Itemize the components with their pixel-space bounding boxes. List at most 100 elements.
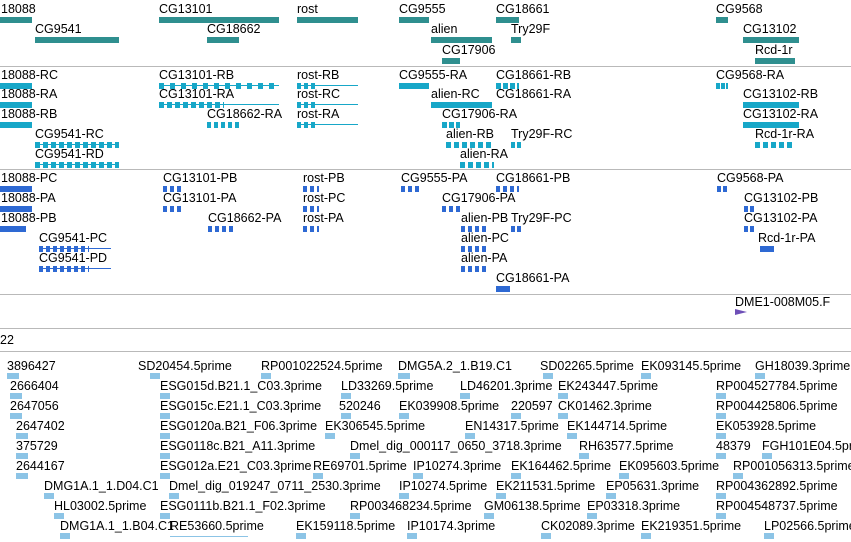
read-label[interactable]: RP004362892.5prime xyxy=(716,479,838,493)
read-feature[interactable] xyxy=(341,413,351,419)
protein-exons[interactable] xyxy=(461,246,486,252)
read-label[interactable]: ESG012a.E21_C03.3prime xyxy=(160,459,312,473)
transcript-label[interactable]: CG13102-RA xyxy=(743,107,819,121)
read-feature[interactable] xyxy=(541,533,551,539)
read-label[interactable]: EK095603.5prime xyxy=(619,459,720,473)
protein-exons[interactable] xyxy=(303,206,319,212)
read-label[interactable]: EK144714.5prime xyxy=(567,419,668,433)
transcript-label[interactable]: CG13101-RA xyxy=(159,87,235,101)
protein-exons[interactable] xyxy=(511,226,521,232)
protein-exons[interactable] xyxy=(717,186,727,192)
read-feature[interactable] xyxy=(169,493,179,499)
protein-label[interactable]: CG18661-PB xyxy=(496,171,571,185)
read-label[interactable]: Dmel_dig_019247_0711_2530.3prime xyxy=(169,479,381,493)
transcript-label[interactable]: CG9568-RA xyxy=(716,68,785,82)
read-label[interactable]: EK306545.5prime xyxy=(325,419,426,433)
read-feature[interactable] xyxy=(54,513,64,519)
read-feature[interactable] xyxy=(313,473,323,479)
read-feature[interactable] xyxy=(716,493,726,499)
read-feature[interactable] xyxy=(341,393,351,399)
transcript-label[interactable]: CG17906-RA xyxy=(442,107,518,121)
transcript-label[interactable]: 18088-RB xyxy=(1,107,58,121)
est-label[interactable]: DME1-008M05.F xyxy=(735,295,831,309)
read-feature[interactable] xyxy=(399,493,409,499)
protein-label[interactable]: alien-PC xyxy=(461,231,509,245)
read-label[interactable]: 520246 xyxy=(339,399,381,413)
protein-label[interactable]: CG13101-PB xyxy=(163,171,238,185)
read-feature[interactable] xyxy=(60,533,70,539)
read-feature[interactable] xyxy=(399,413,409,419)
read-label[interactable]: RP001022524.5prime xyxy=(261,359,383,373)
read-feature[interactable] xyxy=(150,373,160,379)
read-feature[interactable] xyxy=(7,373,19,379)
protein-exons[interactable] xyxy=(163,186,183,192)
read-feature[interactable] xyxy=(160,513,170,519)
protein-label[interactable]: CG9541-PD xyxy=(39,251,108,265)
transcript-track[interactable]: 18088-RC CG13101-RB rost-RB CG9555-RA CG… xyxy=(0,67,851,169)
read-label[interactable]: GM06138.5prime xyxy=(484,499,581,513)
read-feature[interactable] xyxy=(465,433,475,439)
protein-track[interactable]: 18088-PC CG13101-PB rost-PB CG9555-PA CG… xyxy=(0,170,851,294)
read-label[interactable]: RP004425806.5prime xyxy=(716,399,838,413)
read-feature[interactable] xyxy=(543,373,553,379)
gene-label[interactable]: CG13101 xyxy=(159,2,213,16)
read-label[interactable]: 2644167 xyxy=(16,459,65,473)
est-feature[interactable] xyxy=(735,309,747,315)
protein-feature[interactable] xyxy=(0,226,26,232)
gene-label[interactable]: CG18661 xyxy=(496,2,550,16)
protein-label[interactable]: rost-PA xyxy=(303,211,344,225)
transcript-label[interactable]: alien-RA xyxy=(460,147,508,161)
transcript-exons[interactable] xyxy=(297,122,317,128)
gene-label[interactable]: CG9541 xyxy=(35,22,82,36)
transcript-exons[interactable] xyxy=(716,83,728,89)
protein-label[interactable]: CG18661-PA xyxy=(496,271,570,285)
protein-label[interactable]: CG9541-PC xyxy=(39,231,108,245)
transcript-exons[interactable] xyxy=(159,102,224,108)
read-label[interactable]: Dmel_dig_000117_0650_3718.3prime xyxy=(350,439,562,453)
gene-feature[interactable] xyxy=(399,17,429,23)
transcript-label[interactable]: rost-RB xyxy=(297,68,340,82)
read-feature[interactable] xyxy=(10,393,22,399)
protein-exons[interactable] xyxy=(39,266,89,272)
read-label[interactable]: RH63577.5prime xyxy=(579,439,674,453)
read-feature[interactable] xyxy=(44,493,54,499)
read-label[interactable]: EK159118.5prime xyxy=(296,519,396,533)
read-label[interactable]: RP004527784.5prime xyxy=(716,379,838,393)
read-label[interactable]: DMG5A.2_1.B19.C1 xyxy=(398,359,512,373)
read-label[interactable]: SD02265.5prime xyxy=(540,359,634,373)
transcript-feature[interactable] xyxy=(0,102,32,108)
read-label[interactable]: LD33269.5prime xyxy=(341,379,434,393)
transcript-exons[interactable] xyxy=(446,142,494,148)
gene-feature[interactable] xyxy=(159,17,279,23)
transcript-feature[interactable] xyxy=(743,122,799,128)
protein-label[interactable]: 18088-PA xyxy=(1,191,56,205)
gene-label[interactable]: Rcd-1r xyxy=(755,43,793,57)
protein-label[interactable]: CG18662-PA xyxy=(208,211,282,225)
gene-feature[interactable] xyxy=(511,37,521,43)
protein-exons[interactable] xyxy=(461,226,486,232)
gene-label[interactable]: CG9555 xyxy=(399,2,446,16)
read-feature[interactable] xyxy=(716,433,726,439)
protein-exons[interactable] xyxy=(744,226,754,232)
protein-exons[interactable] xyxy=(208,226,236,232)
read-label[interactable]: DMG1A.1_1.B04.C1 xyxy=(60,519,174,533)
read-feature[interactable] xyxy=(606,493,616,499)
transcript-exons[interactable] xyxy=(442,122,460,128)
read-feature[interactable] xyxy=(558,413,568,419)
read-label[interactable]: IP10274.3prime xyxy=(413,459,502,473)
read-label[interactable]: LP02566.5prime xyxy=(764,519,851,533)
transcript-exons[interactable] xyxy=(35,142,119,148)
transcript-label[interactable]: rost-RC xyxy=(297,87,341,101)
transcript-exons[interactable] xyxy=(460,162,494,168)
read-label[interactable]: 220597 xyxy=(511,399,553,413)
transcript-label[interactable]: 18088-RC xyxy=(1,68,58,82)
protein-label[interactable]: Try29F-PC xyxy=(511,211,572,225)
gene-label[interactable]: CG13102 xyxy=(743,22,797,36)
protein-label[interactable]: CG13102-PA xyxy=(744,211,818,225)
read-feature[interactable] xyxy=(716,413,726,419)
gene-feature[interactable] xyxy=(0,17,32,23)
transcript-label[interactable]: CG13102-RB xyxy=(743,87,819,101)
transcript-exons[interactable] xyxy=(159,83,279,89)
gene-label[interactable]: CG9568 xyxy=(716,2,763,16)
read-label[interactable]: RP004548737.5prime xyxy=(716,499,838,513)
